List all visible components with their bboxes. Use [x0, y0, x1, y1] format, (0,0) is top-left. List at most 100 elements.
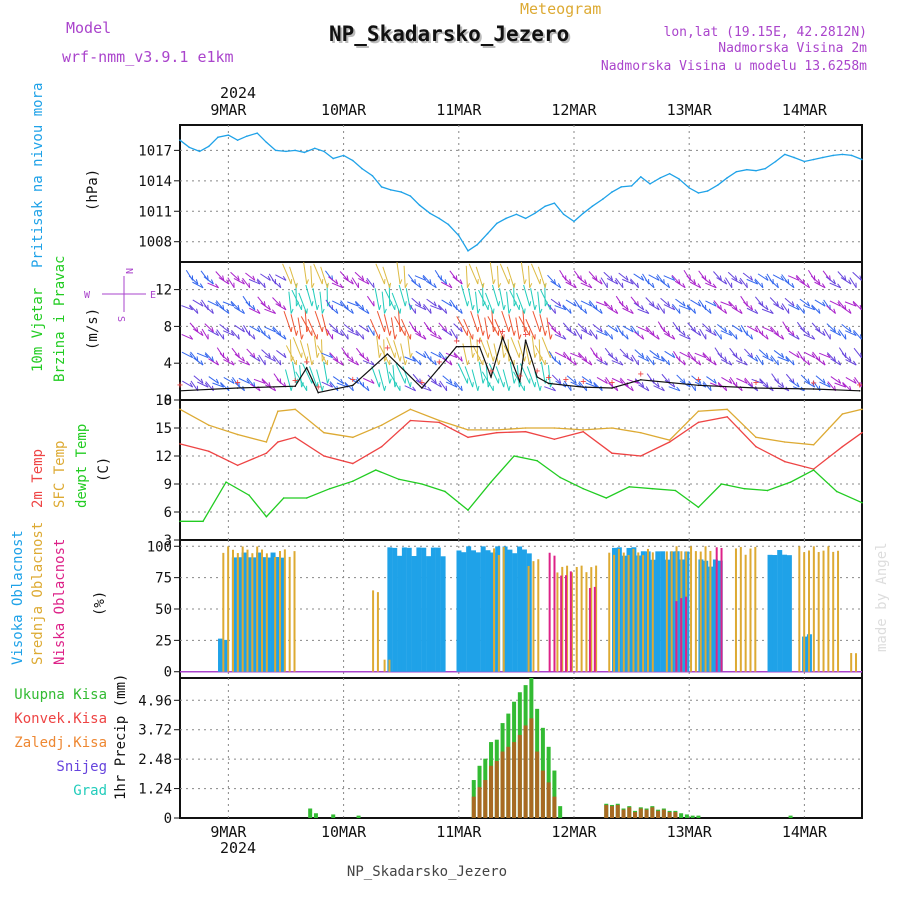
wind-arrow [578, 352, 588, 362]
precip-bar-1-13 [546, 782, 551, 818]
wind-arrow [580, 300, 593, 307]
wind-arrowhead [477, 326, 480, 333]
wind-arrowhead [720, 334, 722, 340]
wind-arrow [537, 291, 541, 314]
wind-arrow [292, 361, 297, 384]
wind-arrowhead [267, 275, 271, 281]
bottom-year: 2024 [220, 839, 256, 857]
wind-arrow [197, 381, 209, 388]
pressure-line-point-58 [735, 170, 738, 173]
wind-arrow [430, 333, 442, 340]
wind-arrow [619, 348, 629, 359]
cloud-bar-1 [709, 550, 712, 672]
wind-arrowhead [230, 302, 235, 307]
wind-arrow [800, 374, 810, 384]
cloud-bar-1 [537, 559, 540, 672]
wind-arrow [347, 301, 359, 307]
wind-arrowhead [848, 308, 852, 314]
wind-speed-line-point-0 [179, 390, 181, 392]
wind-arrow [222, 301, 235, 307]
wind-arrow [799, 298, 810, 307]
wind-arrow [234, 382, 245, 392]
wind-arrowhead [257, 356, 261, 362]
wind-arrowhead [573, 360, 577, 366]
wind-arrow [192, 328, 204, 337]
wind-arrowhead [438, 335, 442, 340]
wind-arrowhead [544, 282, 547, 288]
pressure-line-point-68 [832, 154, 834, 157]
wind-arrowhead [702, 353, 707, 358]
wind-speed-line-point-4 [317, 391, 320, 394]
wind-arrow [395, 363, 406, 384]
wind-arrow [672, 303, 681, 314]
temp-label-2m: 2m Temp [30, 449, 46, 508]
wind-arrow [637, 308, 650, 314]
wind-arrowhead [339, 283, 344, 289]
pressure-label: Pritisak na nivou mora [30, 83, 46, 268]
wind-gust-mark-17: + [563, 375, 569, 386]
wind-arrowhead [335, 326, 339, 333]
frame-temp [179, 399, 863, 541]
ytick-label-wind-2: 8 [164, 319, 172, 335]
wind-arrow [486, 340, 494, 362]
wind-arrow [675, 327, 686, 336]
wind-arrowhead [822, 301, 826, 307]
pressure-line-point-12 [294, 149, 297, 152]
wind-arrow [743, 301, 753, 311]
wind-speed-line-point-11 [490, 376, 492, 378]
dewpoint-line-point-27 [789, 481, 792, 483]
pressure-line-point-15 [323, 150, 325, 153]
precip-legend: Ukupna Kisa Konvek.Kisa Zaledj.Kisa Snijeg G… [14, 687, 107, 799]
wind-arrowhead [433, 283, 437, 288]
cloud-bar-1 [265, 553, 268, 672]
wind-arrow [562, 322, 572, 333]
dewpoint-line-point-25 [743, 487, 746, 490]
wind-arrow [674, 280, 686, 289]
wind-arrow [347, 359, 359, 366]
dewpoint-line-point-22 [674, 489, 677, 492]
wind-arrowhead [660, 357, 665, 362]
cloud-bar-1 [812, 546, 815, 672]
wind-arrow [615, 277, 624, 289]
wind-arrowhead [553, 279, 557, 285]
pressure-line-point-5 [227, 134, 230, 136]
sfc-temp-line-point-20 [726, 408, 729, 411]
wind-arrow [203, 276, 214, 285]
precip-bar-1-11 [535, 751, 540, 818]
wind-arrow [362, 360, 375, 366]
dewpoint-line-point-4 [265, 515, 268, 518]
wind-arrowhead [211, 308, 214, 314]
wind-arrowhead [370, 360, 375, 366]
wind-arrowhead [610, 304, 614, 310]
cloud-bar-2 [565, 575, 568, 672]
cloud-bar-1 [699, 551, 702, 672]
wind-arrow [649, 332, 660, 340]
wind-arrowhead [603, 302, 608, 307]
wind-arrow [441, 328, 453, 337]
wind-arrow [705, 329, 717, 337]
wind-arrow [645, 297, 655, 307]
wind-arrowhead [614, 308, 619, 314]
ytick-label-precip-3: 3.72 [138, 723, 172, 739]
wind-arrow [819, 352, 831, 359]
wind-arrowhead [719, 275, 722, 281]
dewpoint-line-point-9 [375, 469, 377, 471]
wind-arrow [234, 324, 245, 333]
wind-arrow [253, 378, 266, 384]
cloud-bar-1 [388, 659, 391, 672]
wind-arrow [728, 300, 738, 311]
wind-arrowhead [472, 304, 475, 310]
wind-arrow [502, 369, 510, 391]
wind-arrowhead [573, 330, 577, 336]
cloud-bar-1 [632, 548, 635, 672]
wind-arrow [181, 333, 193, 340]
temperature-panel [179, 408, 863, 523]
dewpoint-line-point-24 [720, 483, 723, 485]
wind-arrow [634, 331, 645, 340]
wind-arrow [509, 361, 515, 384]
wind-arrowhead [295, 282, 298, 288]
pressure-line-point-61 [764, 167, 767, 170]
precip-bar-1-21 [638, 808, 643, 818]
wind-arrow [272, 297, 282, 307]
wind-arrowhead [683, 360, 686, 366]
